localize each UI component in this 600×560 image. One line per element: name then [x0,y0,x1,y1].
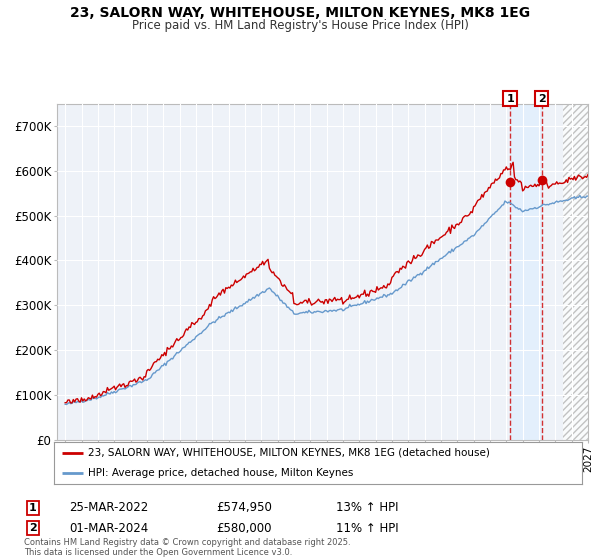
Text: 23, SALORN WAY, WHITEHOUSE, MILTON KEYNES, MK8 1EG: 23, SALORN WAY, WHITEHOUSE, MILTON KEYNE… [70,6,530,20]
Bar [510,104,542,440]
Text: 1: 1 [506,94,514,104]
Text: £574,950: £574,950 [216,501,272,515]
Bar [563,104,596,440]
Text: HPI: Average price, detached house, Milton Keynes: HPI: Average price, detached house, Milt… [88,468,353,478]
Text: 25-MAR-2022: 25-MAR-2022 [69,501,148,515]
Text: 23, SALORN WAY, WHITEHOUSE, MILTON KEYNES, MK8 1EG (detached house): 23, SALORN WAY, WHITEHOUSE, MILTON KEYNE… [88,448,490,458]
Text: 11% ↑ HPI: 11% ↑ HPI [336,521,398,535]
Text: 1: 1 [29,503,37,513]
Text: 2: 2 [29,523,37,533]
Text: Contains HM Land Registry data © Crown copyright and database right 2025.
This d: Contains HM Land Registry data © Crown c… [24,538,350,557]
Text: 2: 2 [538,94,545,104]
Text: Price paid vs. HM Land Registry's House Price Index (HPI): Price paid vs. HM Land Registry's House … [131,19,469,32]
Text: £580,000: £580,000 [216,521,271,535]
Bar [563,104,596,440]
Text: 13% ↑ HPI: 13% ↑ HPI [336,501,398,515]
Text: 01-MAR-2024: 01-MAR-2024 [69,521,148,535]
